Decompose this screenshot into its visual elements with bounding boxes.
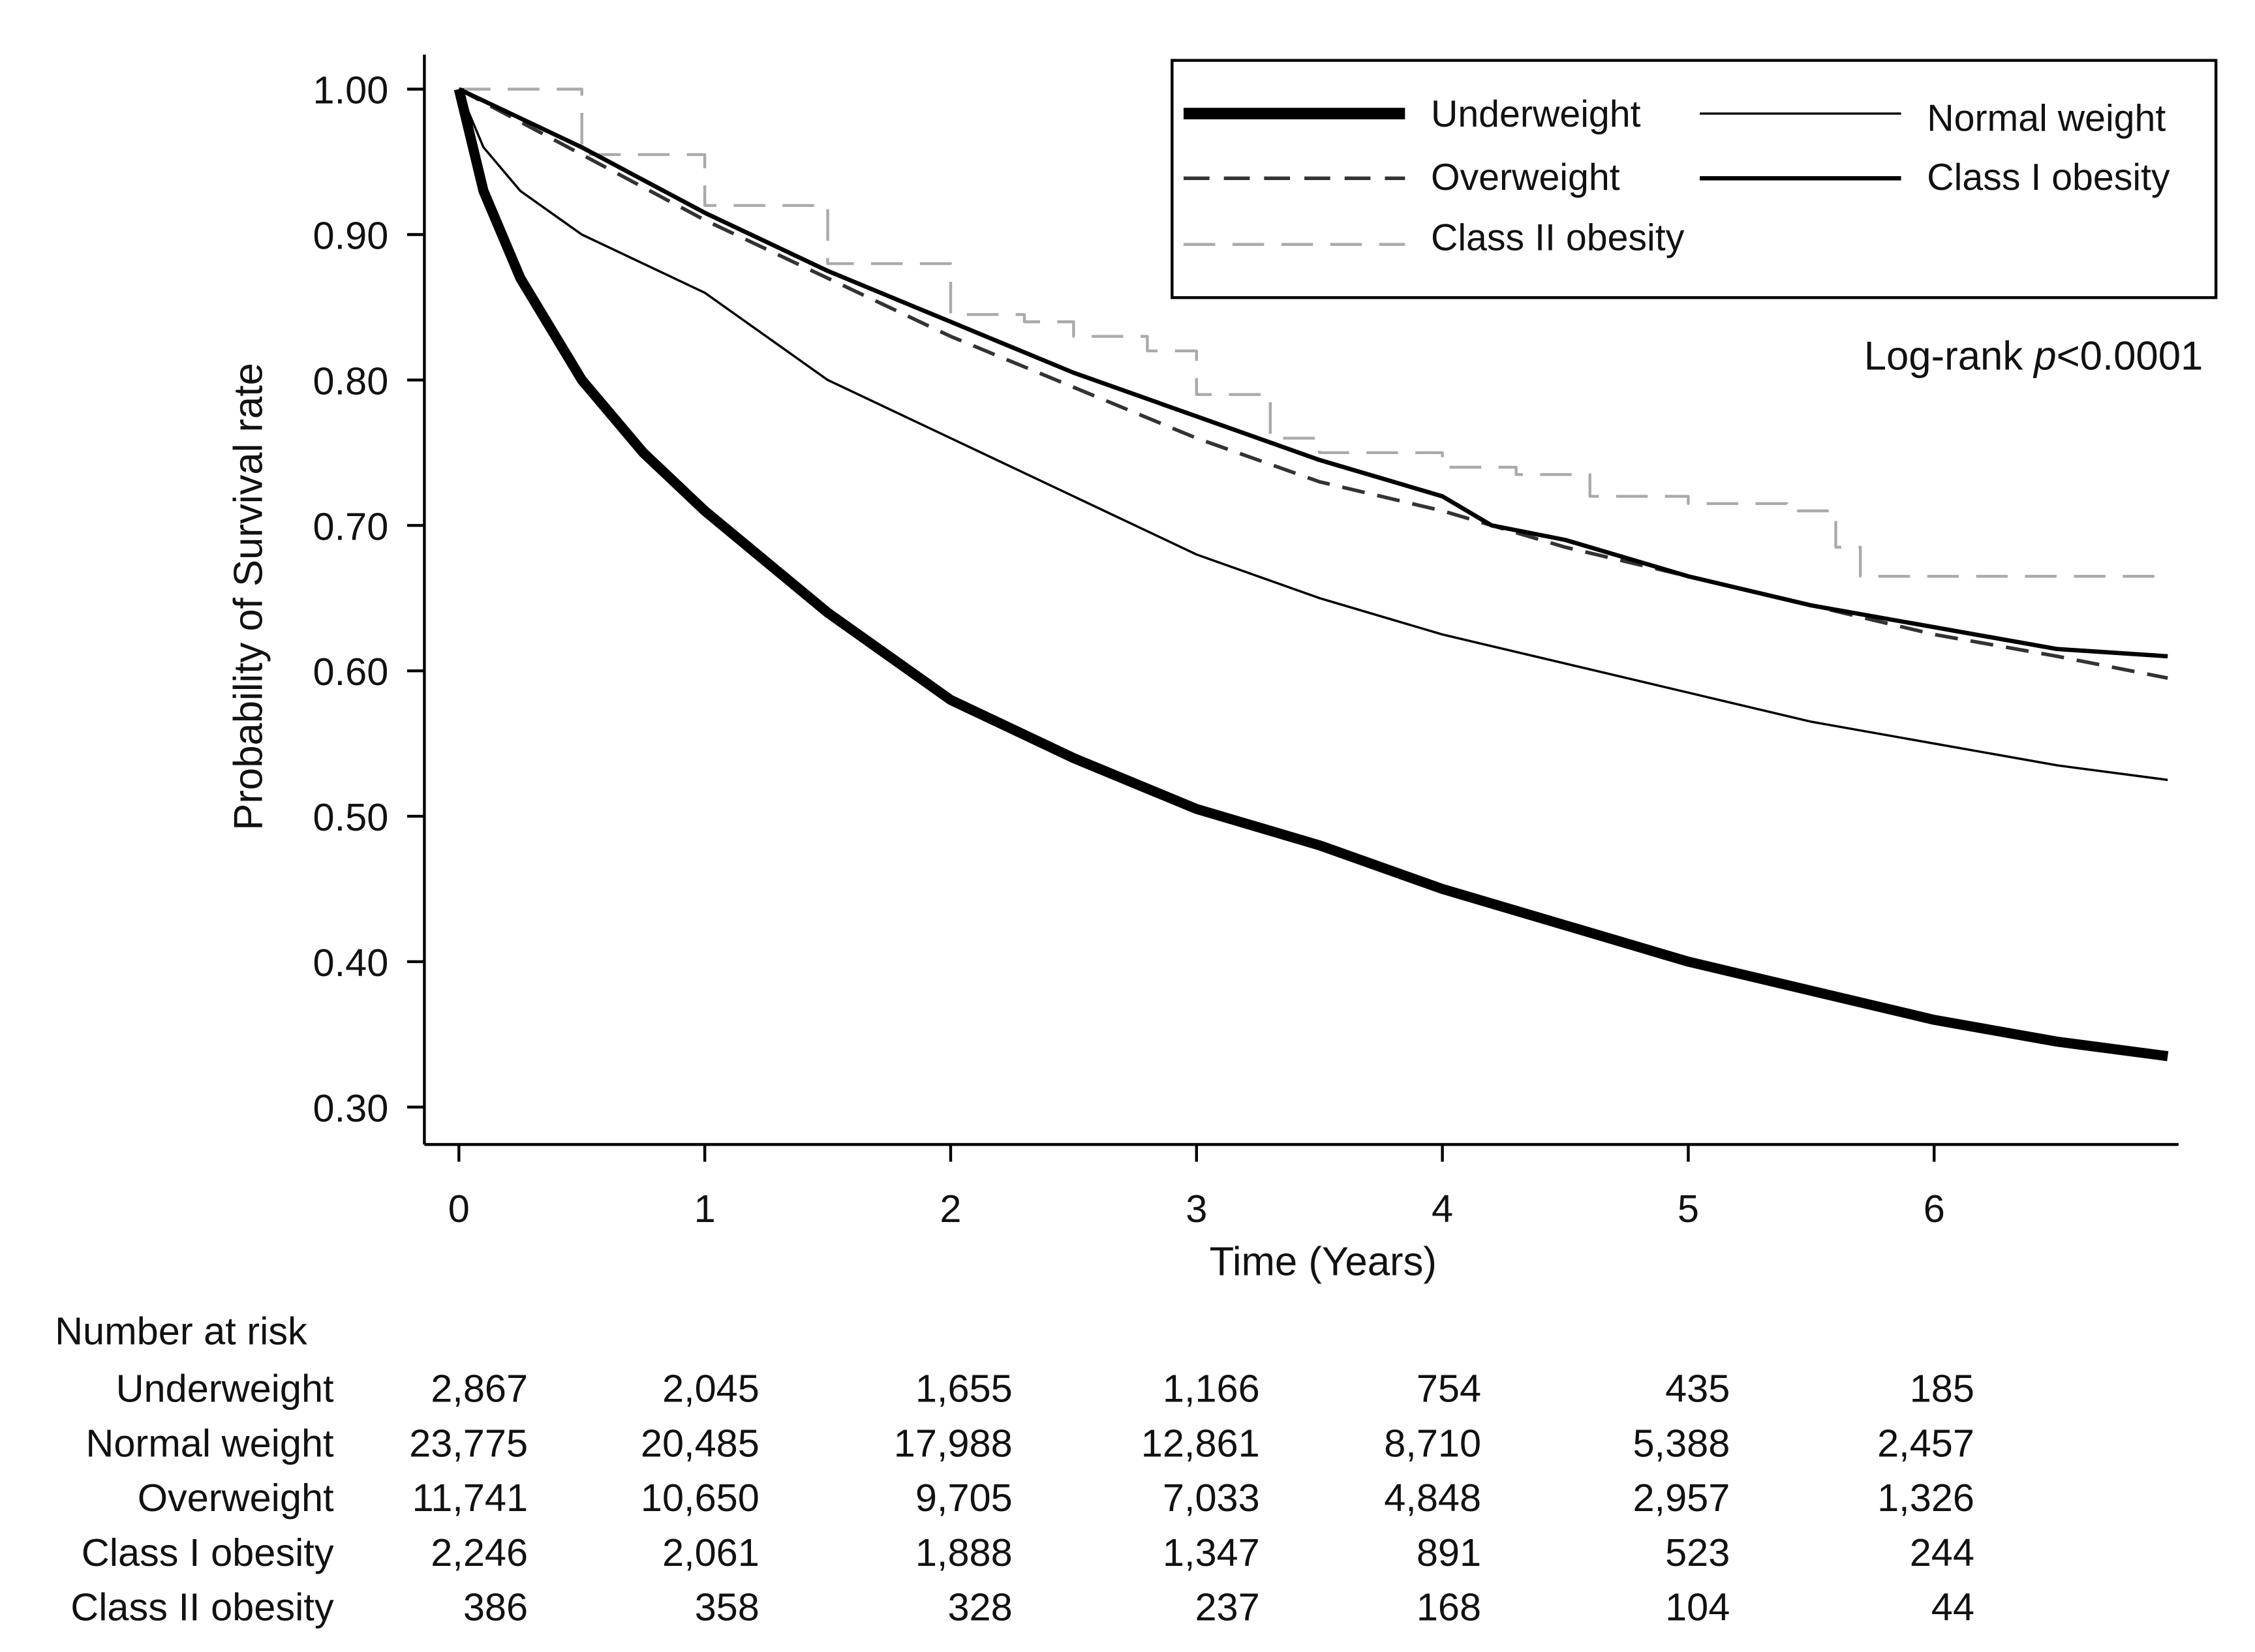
legend-label-class-ii-obesity: Class II obesity bbox=[1431, 217, 1685, 258]
risk-row-label: Normal weight bbox=[85, 1421, 334, 1465]
risk-value: 386 bbox=[463, 1585, 528, 1629]
y-tick-label: 0.90 bbox=[313, 214, 389, 258]
risk-row-label: Underweight bbox=[116, 1367, 334, 1411]
annotation-p: p bbox=[2033, 333, 2056, 378]
series-line-class-ii-obesity bbox=[459, 87, 2168, 578]
legend-label-normal-weight: Normal weight bbox=[1927, 98, 2166, 140]
y-tick-label: 1.00 bbox=[313, 69, 389, 112]
risk-value: 8,710 bbox=[1384, 1421, 1481, 1465]
x-tick-label: 1 bbox=[694, 1187, 716, 1231]
risk-value: 2,867 bbox=[431, 1367, 528, 1411]
x-tick-label: 4 bbox=[1432, 1187, 1453, 1231]
risk-value: 358 bbox=[695, 1585, 759, 1629]
curves bbox=[453, 87, 2169, 1062]
series-line-underweight bbox=[453, 87, 2169, 1062]
risk-value: 2,246 bbox=[431, 1531, 528, 1574]
risk-value: 2,045 bbox=[662, 1367, 759, 1411]
risk-value: 10,650 bbox=[641, 1476, 759, 1520]
annotation-prefix: Log-rank bbox=[1864, 333, 2034, 378]
legend-label-underweight: Underweight bbox=[1431, 93, 1641, 135]
risk-value: 5,388 bbox=[1633, 1421, 1730, 1465]
x-tick-label: 0 bbox=[448, 1187, 470, 1231]
log-rank-annotation: Log-rank p<0.0001 bbox=[1864, 333, 2203, 378]
series-line-normal-weight bbox=[457, 88, 2168, 782]
risk-value: 1,888 bbox=[915, 1531, 1013, 1574]
annotation-suffix: <0.0001 bbox=[2057, 333, 2203, 378]
risk-value: 1,655 bbox=[915, 1367, 1013, 1411]
risk-table-title: Number at risk bbox=[55, 1309, 307, 1353]
x-tick-label: 6 bbox=[1924, 1187, 1945, 1231]
series-line-class-i-obesity bbox=[457, 87, 2168, 659]
risk-value: 11,741 bbox=[412, 1476, 529, 1520]
risk-value: 168 bbox=[1417, 1585, 1481, 1629]
risk-value: 2,061 bbox=[662, 1531, 759, 1574]
risk-value: 185 bbox=[1910, 1367, 1974, 1411]
y-ticks: 0.30 0.40 0.50 0.60 0.70 0.80 0.90 1.00 bbox=[313, 69, 425, 1130]
risk-value: 20,485 bbox=[641, 1421, 759, 1465]
y-axis-label: Probability of Survival rate bbox=[226, 363, 271, 831]
risk-value: 435 bbox=[1665, 1367, 1730, 1411]
risk-value: 2,457 bbox=[1877, 1421, 1974, 1465]
risk-value: 2,957 bbox=[1633, 1476, 1730, 1520]
x-tick-label: 5 bbox=[1678, 1187, 1699, 1231]
y-tick-label: 0.60 bbox=[313, 650, 389, 694]
risk-row-label: Class II obesity bbox=[70, 1585, 334, 1629]
risk-value: 244 bbox=[1910, 1531, 1974, 1574]
risk-table: Number at risk Underweight 2,867 2,045 1,65… bbox=[55, 1309, 1974, 1629]
x-tick-label: 3 bbox=[1186, 1187, 1207, 1231]
risk-value: 1,347 bbox=[1163, 1531, 1260, 1574]
risk-value: 328 bbox=[947, 1585, 1012, 1629]
legend-label-class-i-obesity: Class I obesity bbox=[1927, 157, 2170, 198]
risk-value: 23,775 bbox=[409, 1421, 528, 1465]
legend-label-overweight: Overweight bbox=[1431, 157, 1620, 198]
risk-value: 754 bbox=[1417, 1367, 1481, 1411]
x-tick-label: 2 bbox=[940, 1187, 961, 1231]
risk-value: 17,988 bbox=[894, 1421, 1013, 1465]
y-tick-label: 0.70 bbox=[313, 504, 389, 548]
x-ticks: 0 1 2 3 4 5 6 bbox=[448, 1144, 1945, 1231]
risk-value: 12,861 bbox=[1141, 1421, 1260, 1465]
risk-value: 7,033 bbox=[1163, 1476, 1260, 1520]
y-tick-label: 0.40 bbox=[313, 941, 389, 985]
x-axis-label: Time (Years) bbox=[1209, 1240, 1436, 1285]
risk-value: 523 bbox=[1665, 1531, 1730, 1574]
legend: Underweight Normal weight Overweight Cla… bbox=[1171, 59, 2218, 299]
y-tick-label: 0.30 bbox=[313, 1086, 389, 1130]
y-tick-label: 0.80 bbox=[313, 359, 389, 403]
risk-value: 9,705 bbox=[915, 1476, 1013, 1520]
risk-value: 4,848 bbox=[1384, 1476, 1481, 1520]
risk-row-label: Overweight bbox=[138, 1476, 334, 1520]
risk-value: 1,166 bbox=[1163, 1367, 1260, 1411]
y-tick-label: 0.50 bbox=[313, 795, 389, 839]
risk-row-label: Class I obesity bbox=[82, 1531, 334, 1574]
risk-value: 44 bbox=[1931, 1585, 1974, 1629]
risk-value: 104 bbox=[1665, 1585, 1730, 1629]
risk-value: 1,326 bbox=[1877, 1476, 1974, 1520]
risk-value: 237 bbox=[1195, 1585, 1259, 1629]
series-line-overweight bbox=[458, 87, 2168, 681]
risk-value: 891 bbox=[1417, 1531, 1481, 1574]
